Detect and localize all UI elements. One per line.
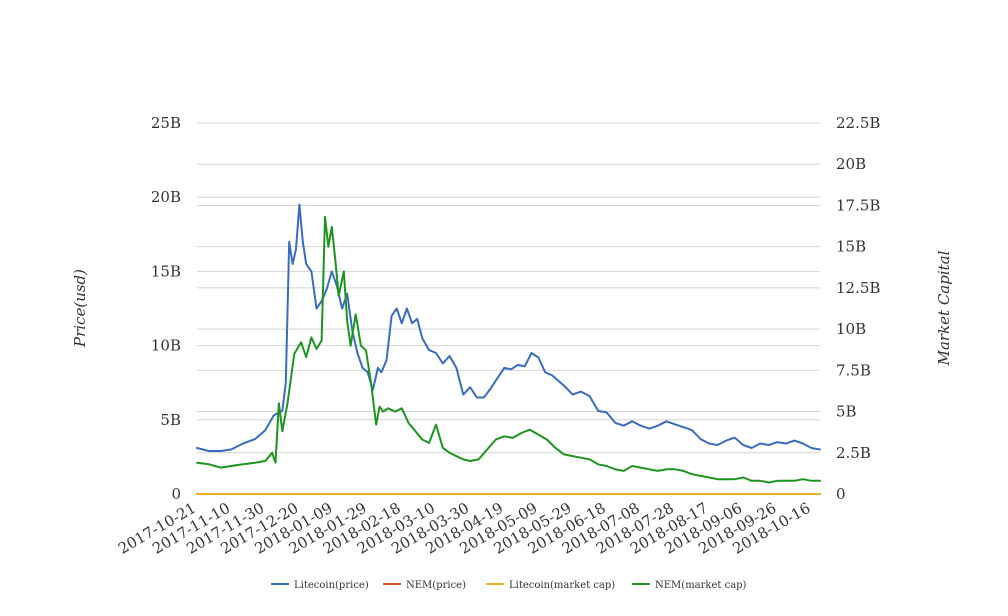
right-y-tick-label: 0 xyxy=(836,485,846,503)
left-y-tick-label: 15B xyxy=(151,262,181,280)
right-y-tick-label: 20B xyxy=(836,155,866,173)
series-line xyxy=(196,216,821,484)
legend: Litecoin(price) NEM(price) Litecoin(market… xyxy=(271,580,747,591)
left-y-tick-label: 20B xyxy=(151,188,181,206)
series-lines xyxy=(196,203,821,495)
left-y-tick-label: 5B xyxy=(160,411,181,429)
left-y-axis-title: Price(usd) xyxy=(71,269,89,348)
series-line xyxy=(196,203,821,452)
right-y-tick-label: 2.5B xyxy=(836,444,871,462)
right-y-axis-ticks: 0 2.5B 5B 7.5B 10B 12.5B 15B 17.5B 20B 22.5B xyxy=(836,114,880,503)
x-axis-ticks: 2017-10-212017-11-102017-11-302017-12-20… xyxy=(115,499,813,558)
right-y-tick-label: 17.5B xyxy=(836,196,880,214)
legend-label: Litecoin(market cap) xyxy=(509,580,615,591)
left-y-axis-ticks: 0 5B 10B 15B 20B 25B xyxy=(151,114,181,503)
right-y-tick-label: 15B xyxy=(836,238,866,256)
right-y-axis-title: Market Capital xyxy=(935,250,953,366)
grid-lines xyxy=(197,122,820,495)
left-y-tick-label: 10B xyxy=(151,337,181,355)
right-y-tick-label: 10B xyxy=(836,320,866,338)
right-y-tick-label: 7.5B xyxy=(836,361,871,379)
legend-label: NEM(market cap) xyxy=(655,580,747,591)
right-y-tick-label: 12.5B xyxy=(836,279,880,297)
left-y-tick-label: 0 xyxy=(171,485,181,503)
right-y-tick-label: 5B xyxy=(836,403,857,421)
legend-label: NEM(price) xyxy=(406,580,466,591)
left-y-tick-label: 25B xyxy=(151,114,181,132)
right-y-tick-label: 22.5B xyxy=(836,114,880,132)
legend-label: Litecoin(price) xyxy=(294,580,369,591)
